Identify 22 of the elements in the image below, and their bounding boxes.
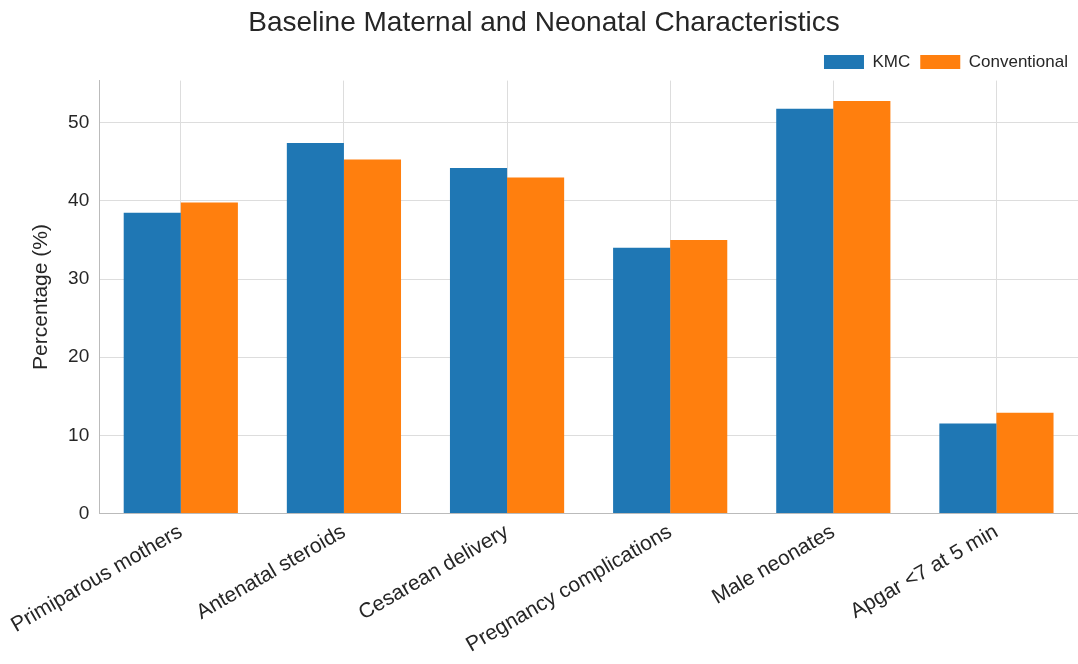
bar: [996, 412, 1054, 513]
y-axis-title: Percentage (%): [28, 224, 52, 370]
chart-title: Baseline Maternal and Neonatal Characteristics: [248, 5, 840, 37]
legend-label: Conventional: [968, 51, 1069, 71]
y-tick-label: 40: [68, 189, 90, 211]
bar: [180, 202, 238, 513]
bar: [449, 168, 508, 513]
bar: [613, 247, 671, 513]
y-tick-label: 30: [68, 267, 90, 289]
y-tick-label: 50: [68, 111, 90, 133]
bar: [939, 423, 997, 513]
bar: [123, 212, 181, 513]
y-tick-label: 20: [68, 345, 90, 367]
bar: [507, 177, 565, 513]
y-tick-label: 0: [78, 501, 90, 523]
bar: [343, 159, 402, 513]
bar: [833, 100, 891, 513]
y-tick-label: 10: [68, 423, 90, 445]
bar: [776, 108, 834, 513]
legend-label: KMC: [872, 51, 911, 71]
bar: [670, 239, 728, 513]
bar: [286, 143, 344, 513]
